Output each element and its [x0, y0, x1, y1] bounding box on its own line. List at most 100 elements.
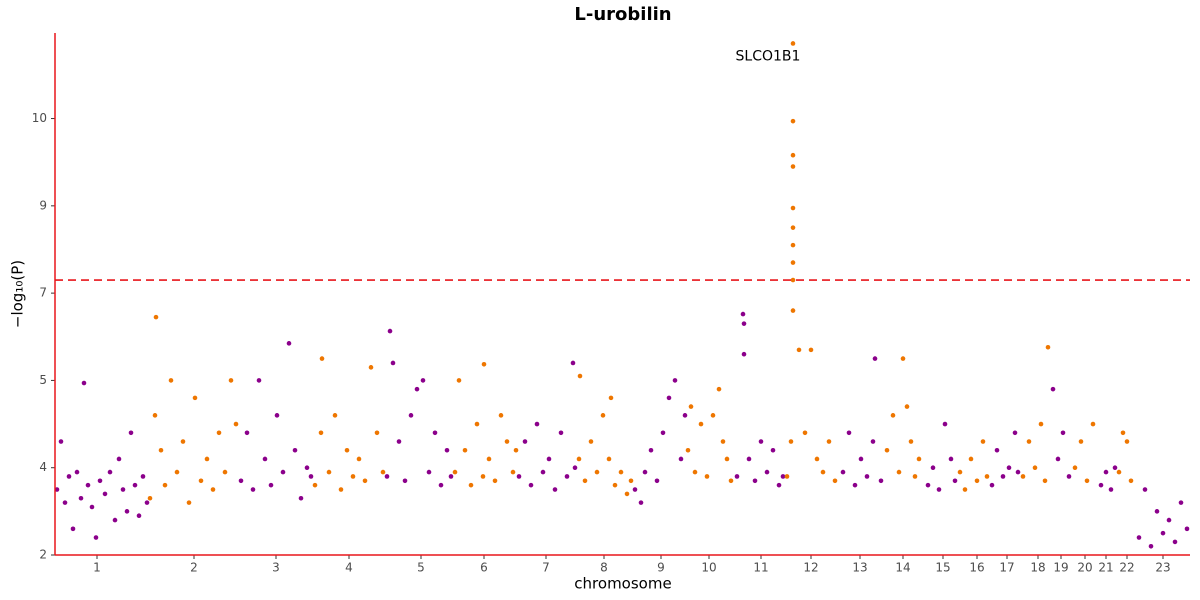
x-tick-label: 2 — [190, 561, 198, 575]
y-tick-label: 9 — [39, 198, 47, 212]
annotation: SLCO1B1 — [736, 48, 801, 64]
snp-point — [1042, 478, 1048, 484]
snp-point — [1060, 430, 1066, 436]
snp-point — [1108, 487, 1114, 492]
snp-point — [896, 469, 902, 475]
snp-point — [820, 469, 826, 475]
snp-point — [648, 447, 654, 453]
snp-point — [318, 430, 324, 436]
snp-point — [1124, 439, 1130, 444]
snp-point — [746, 456, 752, 462]
snp-point — [222, 469, 228, 475]
snp-point — [716, 386, 722, 392]
y-tick-label: 10 — [32, 111, 47, 125]
x-tick-label: 4 — [345, 561, 353, 575]
snp-point — [962, 487, 968, 492]
snp-point — [968, 456, 974, 462]
snp-point — [1066, 474, 1072, 479]
snp-point — [1160, 530, 1166, 536]
snp-point — [368, 365, 374, 370]
snp-point — [1154, 509, 1160, 514]
snp-point — [1050, 386, 1056, 392]
snp-point — [228, 378, 234, 383]
snp-point — [448, 474, 454, 479]
snp-point — [784, 474, 790, 479]
snp-point — [93, 535, 99, 540]
snp-point — [570, 360, 576, 366]
snp-point — [666, 395, 672, 401]
snp-point — [1148, 543, 1154, 549]
snp-point — [672, 378, 678, 383]
snp-point — [1006, 465, 1012, 471]
snp-point — [688, 404, 694, 409]
snp-point — [790, 308, 796, 313]
snp-point — [1178, 500, 1184, 505]
snp-point — [326, 469, 332, 475]
snp-point — [788, 439, 794, 444]
snp-point — [1128, 478, 1134, 484]
snp-point — [1026, 439, 1032, 444]
snp-point — [790, 277, 796, 283]
x-tick-label: 16 — [969, 561, 984, 575]
snp-point — [192, 395, 198, 401]
snp-point — [116, 456, 122, 462]
snp-point — [925, 482, 931, 488]
snp-point — [344, 447, 350, 453]
snp-point — [180, 439, 186, 444]
snp-point — [606, 456, 612, 462]
snp-point — [356, 456, 362, 462]
snp-point — [534, 421, 540, 427]
y-tick-label: 5 — [39, 373, 47, 387]
snp-point — [832, 478, 838, 484]
snp-point — [1055, 456, 1061, 462]
snp-point — [790, 205, 796, 211]
snp-point — [238, 478, 244, 484]
x-tick-label: 19 — [1053, 561, 1068, 575]
snp-point — [510, 469, 516, 475]
x-tick-label: 21 — [1098, 561, 1113, 575]
snp-point — [1116, 469, 1122, 475]
x-tick-label: 15 — [935, 561, 950, 575]
snp-point — [1120, 430, 1126, 436]
snp-point — [81, 380, 87, 386]
snp-point — [740, 311, 746, 317]
snp-point — [408, 413, 414, 418]
snp-point — [540, 469, 546, 475]
snp-point — [870, 439, 876, 444]
snp-point — [492, 478, 498, 484]
snp-point — [426, 469, 432, 475]
x-tick-label: 12 — [803, 561, 818, 575]
snp-point — [912, 474, 918, 479]
x-tick-label: 13 — [852, 561, 867, 575]
snp-point — [930, 465, 936, 471]
y-tick-label: 4 — [39, 460, 47, 474]
x-tick-label: 17 — [999, 561, 1014, 575]
snp-point — [486, 456, 492, 462]
x-axis-title: chromosome — [574, 575, 671, 593]
snp-point — [600, 413, 606, 418]
snp-point — [808, 347, 814, 353]
snp-point — [994, 447, 1000, 453]
snp-point — [728, 478, 734, 484]
snp-point — [304, 465, 310, 471]
snp-point — [107, 469, 113, 475]
snp-point — [319, 356, 325, 361]
snp-point — [78, 495, 84, 501]
snp-point — [1015, 469, 1021, 475]
snp-point — [102, 491, 108, 497]
x-tick-label: 22 — [1119, 561, 1134, 575]
snp-point — [608, 395, 614, 401]
snp-point — [204, 456, 210, 462]
snp-point — [468, 482, 474, 488]
x-tick-label: 5 — [417, 561, 425, 575]
snp-point — [612, 482, 618, 488]
snp-point — [558, 430, 564, 436]
x-tick-label: 7 — [542, 561, 550, 575]
snp-point — [576, 456, 582, 462]
snp-point — [878, 478, 884, 484]
snp-point — [588, 439, 594, 444]
snp-point — [522, 439, 528, 444]
snp-point — [140, 474, 146, 479]
x-tick-label: 23 — [1155, 561, 1170, 575]
snp-point — [216, 430, 222, 436]
